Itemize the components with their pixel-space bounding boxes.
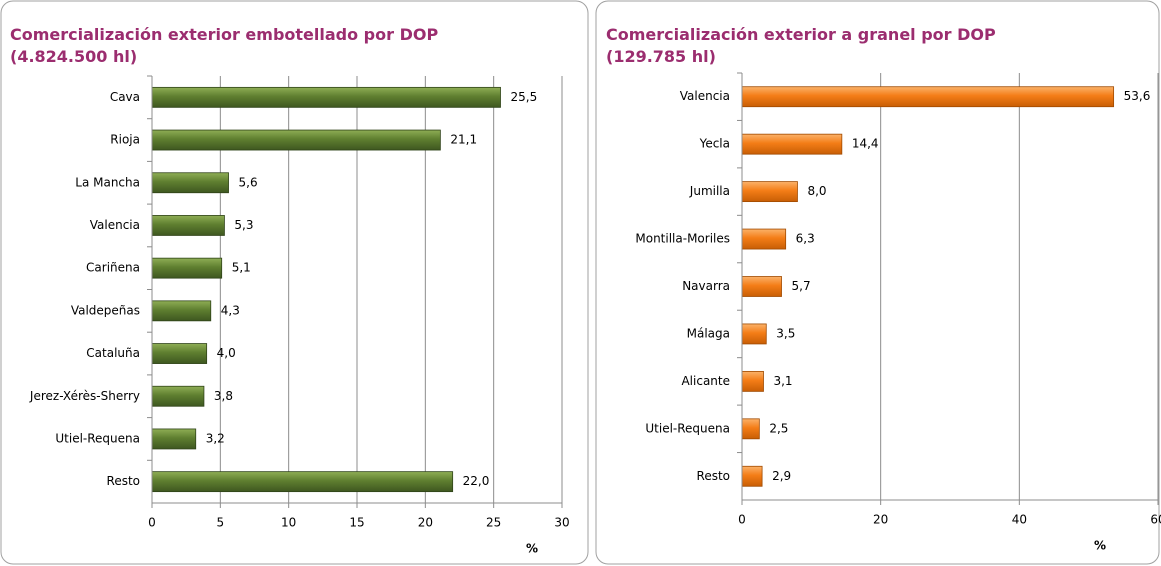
data-label: 3,8 xyxy=(214,389,233,403)
y-tick-label: Utiel-Requena xyxy=(645,421,730,435)
y-tick-label: Valencia xyxy=(680,89,730,103)
y-tick-label: Yecla xyxy=(699,137,730,151)
y-tick-label: Málaga xyxy=(687,326,730,340)
x-axis-label: % xyxy=(526,542,538,556)
data-label: 53,6 xyxy=(1124,89,1151,103)
bar xyxy=(151,86,501,108)
bar xyxy=(151,385,205,407)
chart-subtitle: (4.824.500 hl) xyxy=(10,47,137,66)
data-label: 14,4 xyxy=(852,137,879,151)
bar xyxy=(151,257,223,279)
y-tick-label: Cava xyxy=(110,90,140,104)
bar xyxy=(151,215,225,236)
x-tick-label: 15 xyxy=(349,516,364,530)
data-label: 5,6 xyxy=(239,175,258,189)
y-tick-label: La Mancha xyxy=(75,175,140,189)
bar xyxy=(741,370,764,392)
y-tick-label: Alicante xyxy=(681,374,730,388)
data-label: 5,7 xyxy=(792,279,811,293)
y-tick-label: Cataluña xyxy=(86,346,140,360)
bar xyxy=(151,129,441,151)
x-tick-label: 25 xyxy=(486,516,501,530)
y-tick-label: Montilla-Moriles xyxy=(635,232,730,246)
data-label: 3,5 xyxy=(776,326,795,340)
y-tick-label: Valencia xyxy=(90,218,140,232)
data-label: 2,9 xyxy=(772,469,791,483)
chart-subtitle: (129.785 hl) xyxy=(606,47,716,66)
y-tick-label: Resto xyxy=(697,469,730,483)
y-tick-label: Jumilla xyxy=(689,184,730,198)
data-label: 8,0 xyxy=(807,184,826,198)
bar xyxy=(741,228,787,250)
x-tick-label: 60 xyxy=(1150,513,1161,527)
x-tick-label: 5 xyxy=(217,516,225,530)
bar xyxy=(741,181,798,203)
bar xyxy=(151,343,208,364)
data-label: 5,1 xyxy=(232,261,251,275)
bar xyxy=(741,465,763,487)
data-label: 3,1 xyxy=(773,374,792,388)
x-tick-label: 10 xyxy=(281,516,296,530)
data-label: 6,3 xyxy=(796,232,815,246)
x-tick-label: 0 xyxy=(738,513,746,527)
chart-title: Comercialización exterior embotellado po… xyxy=(10,25,438,44)
data-label: 4,3 xyxy=(221,303,240,317)
chart-title: Comercialización exterior a granel por D… xyxy=(606,25,996,44)
y-tick-label: Valdepeñas xyxy=(71,303,140,317)
x-tick-label: 0 xyxy=(148,516,156,530)
x-axis-label: % xyxy=(1094,539,1106,553)
x-tick-label: 20 xyxy=(418,516,433,530)
y-tick-label: Rioja xyxy=(110,133,140,147)
y-tick-label: Cariñena xyxy=(86,261,140,275)
bar xyxy=(741,276,782,297)
x-tick-label: 30 xyxy=(554,516,569,530)
panel xyxy=(595,0,1160,565)
x-tick-label: 20 xyxy=(873,513,888,527)
bar xyxy=(151,300,212,322)
y-tick-label: Navarra xyxy=(682,279,730,293)
bar xyxy=(151,471,454,493)
data-label: 3,2 xyxy=(206,431,225,445)
data-label: 22,0 xyxy=(463,474,490,488)
bar xyxy=(151,428,197,450)
bar xyxy=(151,172,229,194)
data-label: 2,5 xyxy=(769,421,788,435)
y-tick-label: Resto xyxy=(107,474,140,488)
bar xyxy=(741,86,1115,108)
bar xyxy=(741,418,760,440)
data-label: 4,0 xyxy=(217,346,236,360)
y-tick-label: Jerez-Xérès-Sherry xyxy=(29,389,140,403)
panel xyxy=(0,0,589,565)
data-label: 21,1 xyxy=(450,133,477,147)
bar xyxy=(741,133,843,155)
data-label: 5,3 xyxy=(234,218,253,232)
x-tick-label: 40 xyxy=(1012,513,1027,527)
y-tick-label: Utiel-Requena xyxy=(55,431,140,445)
bar xyxy=(741,323,767,345)
data-label: 25,5 xyxy=(511,90,538,104)
